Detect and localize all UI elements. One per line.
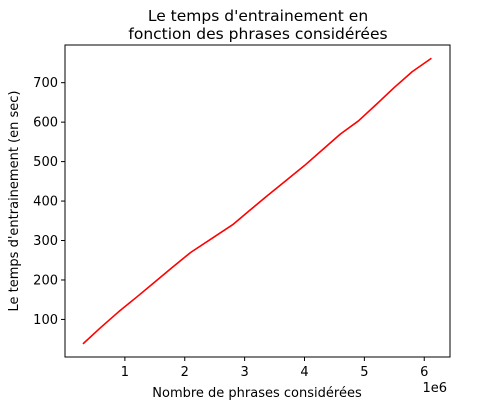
y-tick-label: 500 bbox=[33, 155, 58, 170]
plot-frame bbox=[64, 44, 451, 358]
chart-title-line-2: fonction des phrases considérées bbox=[128, 25, 387, 43]
y-tick-label: 700 bbox=[33, 76, 58, 91]
y-axis-label: Le temps d'entrainement (en sec) bbox=[7, 91, 22, 312]
x-tick-label: 5 bbox=[360, 365, 368, 380]
x-tick-label: 1 bbox=[121, 365, 129, 380]
y-tick-label: 100 bbox=[33, 313, 58, 328]
x-tick-label: 4 bbox=[300, 365, 308, 380]
x-axis-ticks: 1 2 3 4 5 6 bbox=[121, 357, 428, 380]
chart-title-line-1: Le temps d'entrainement en bbox=[148, 7, 368, 25]
series-group bbox=[82, 57, 432, 345]
y-axis-ticks: 100 200 300 400 500 600 700 bbox=[33, 76, 65, 328]
x-tick-label: 3 bbox=[240, 365, 248, 380]
y-tick-label: 400 bbox=[33, 195, 58, 210]
y-tick-label: 300 bbox=[33, 234, 58, 249]
x-tick-label: 6 bbox=[420, 365, 428, 380]
y-tick-label: 600 bbox=[33, 116, 58, 131]
x-tick-label: 2 bbox=[181, 365, 189, 380]
series-line-0 bbox=[82, 57, 432, 345]
x-axis-label: Nombre de phrases considérées bbox=[152, 386, 362, 400]
y-tick-label: 200 bbox=[33, 273, 58, 288]
x-axis-offset-label: 1e6 bbox=[422, 381, 447, 396]
